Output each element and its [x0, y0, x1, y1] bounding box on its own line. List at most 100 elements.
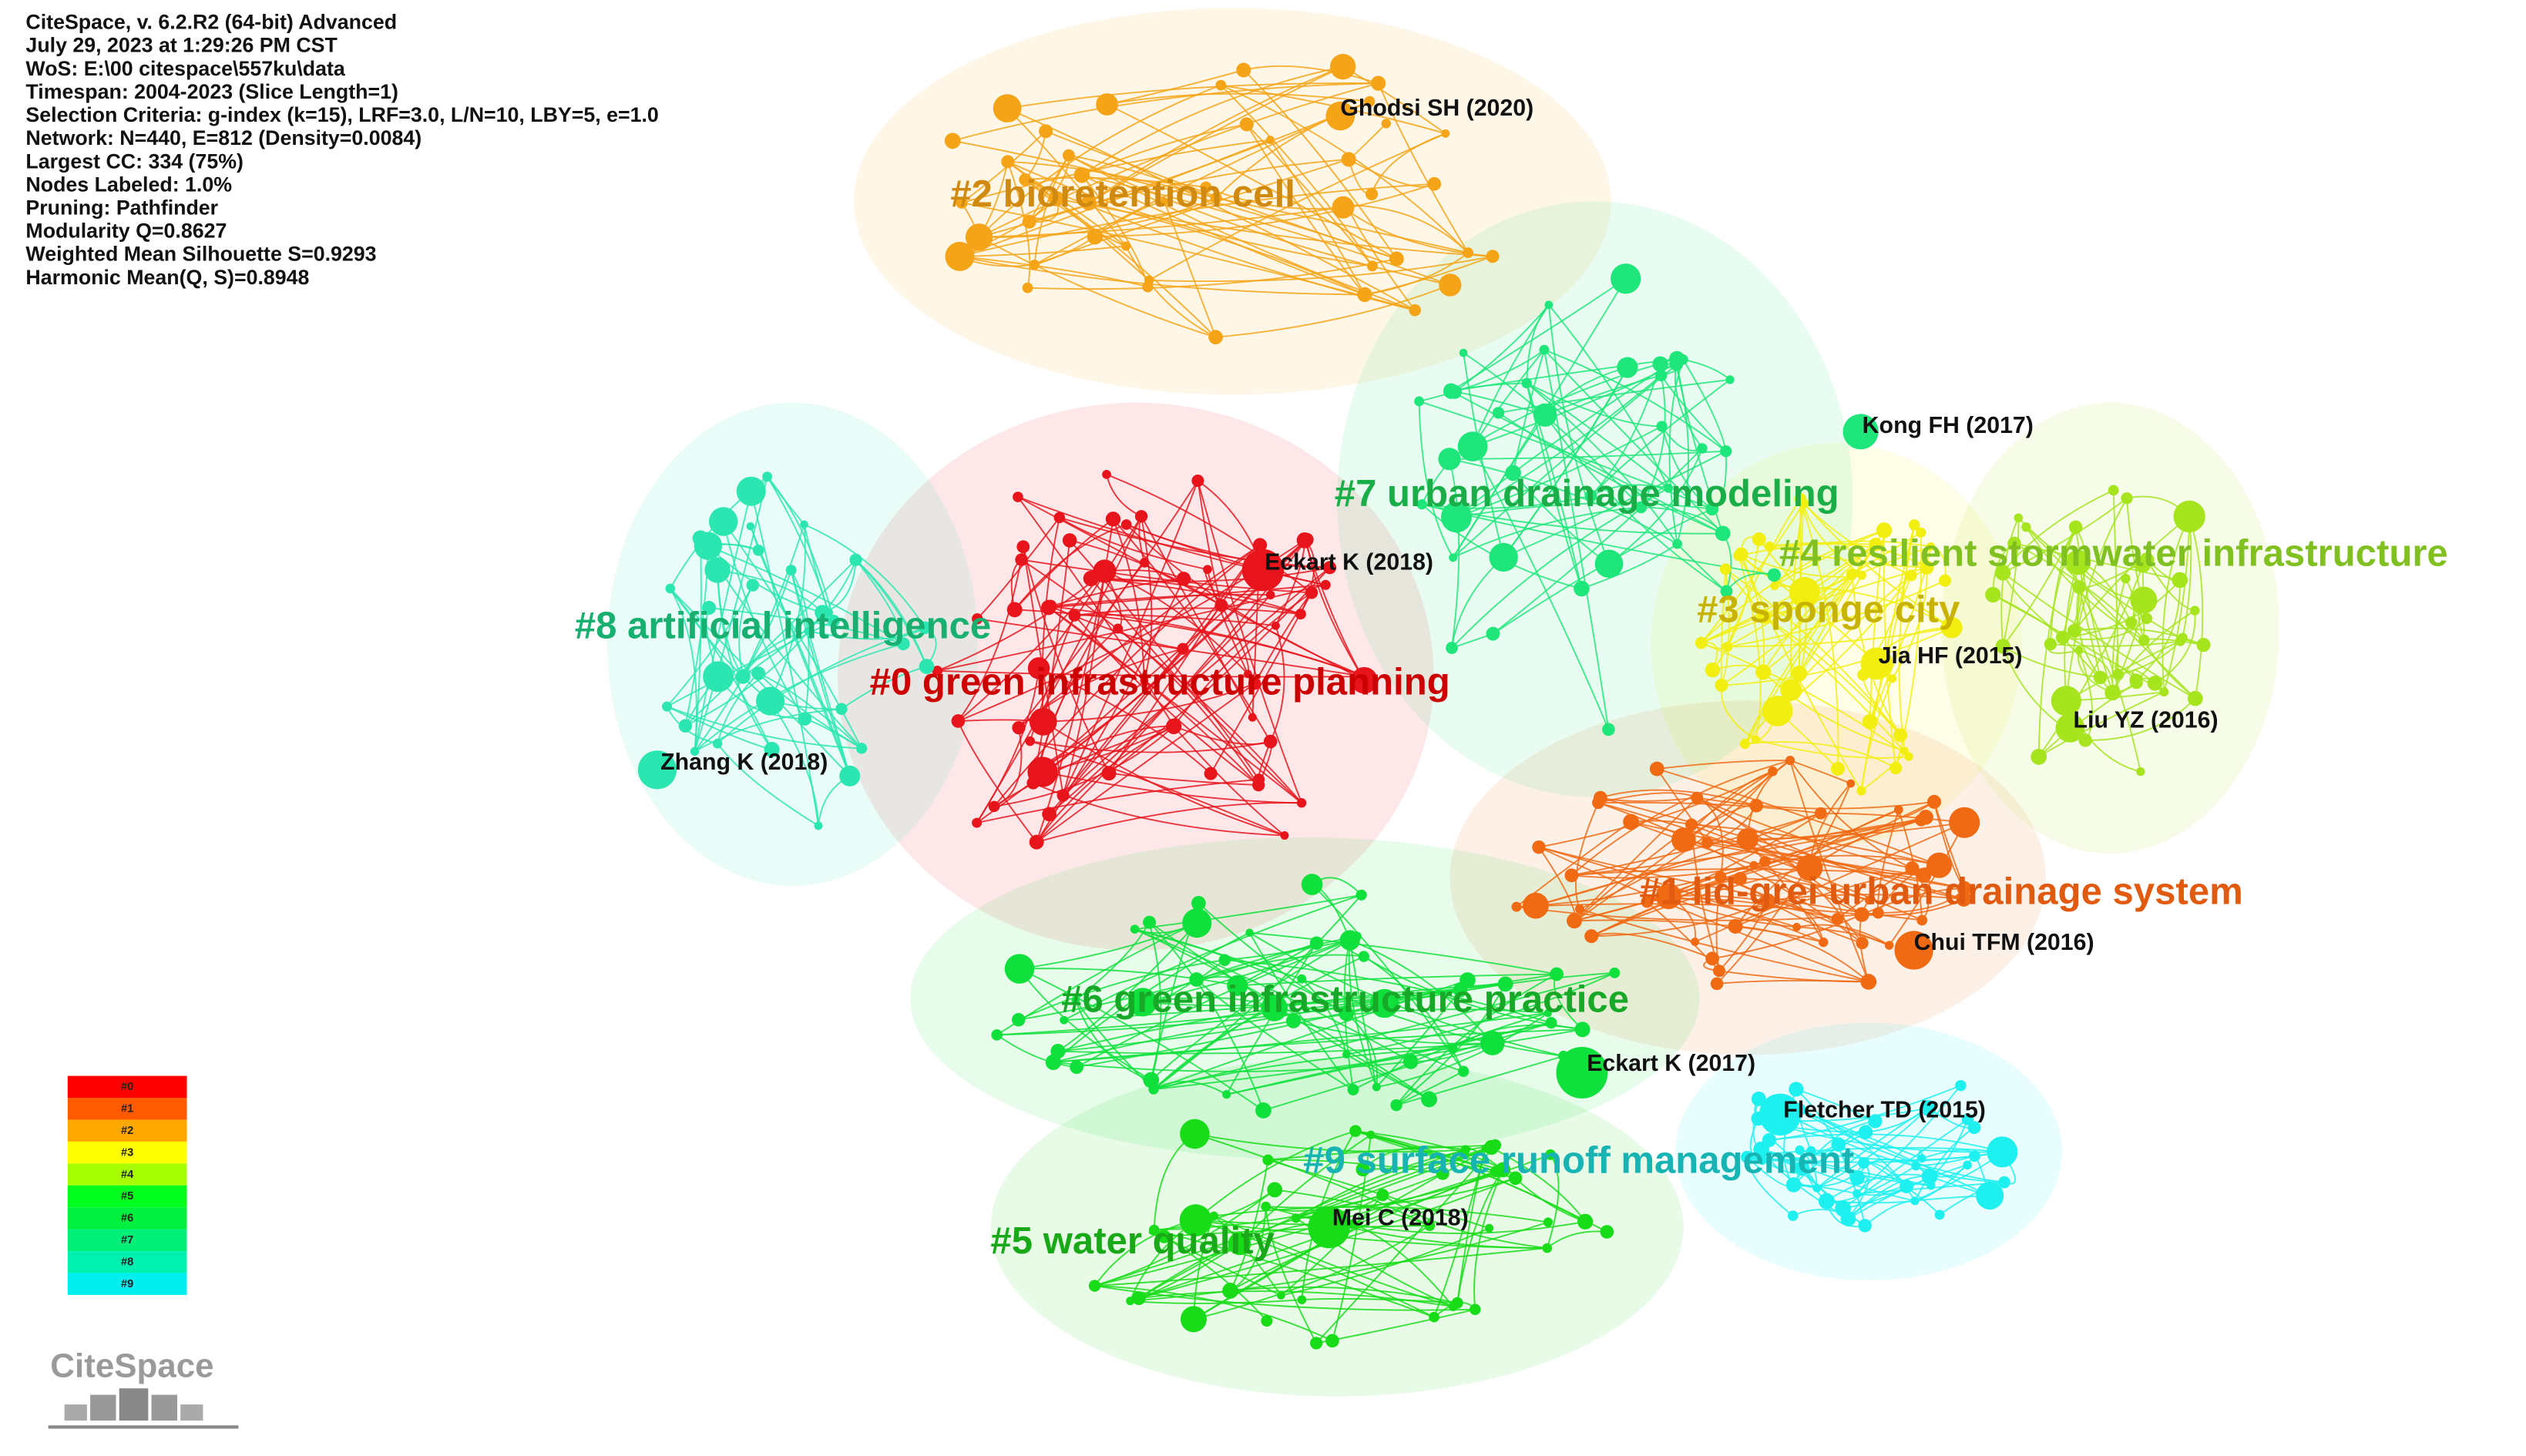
- info-line: Nodes Labeled: 1.0%: [25, 173, 232, 196]
- edge: [2038, 691, 2165, 758]
- node: [2189, 606, 2200, 616]
- node: [1600, 1225, 1614, 1239]
- node: [1715, 678, 1728, 693]
- node: [1893, 805, 1903, 814]
- node: [798, 712, 812, 726]
- node: [1853, 1189, 1862, 1198]
- edge: [1021, 559, 1302, 803]
- edge: [1544, 414, 1727, 592]
- edge: [2135, 579, 2181, 681]
- edge: [1355, 1130, 1503, 1171]
- node: [1755, 664, 1772, 680]
- node: [2078, 733, 2092, 747]
- node: [849, 553, 862, 566]
- node: [1062, 149, 1075, 162]
- node: [665, 583, 676, 594]
- node: [2121, 573, 2131, 584]
- legend-label: #0: [121, 1081, 133, 1093]
- node: [1889, 761, 1903, 775]
- edge: [1721, 626, 1953, 686]
- node: [1305, 586, 1318, 599]
- node: [2065, 549, 2091, 575]
- node: [1291, 1213, 1301, 1223]
- cluster-label: #1 lid-grei urban drainage system: [1639, 871, 2242, 912]
- edge: [1717, 980, 1869, 985]
- node: [1961, 1113, 1974, 1126]
- node: [1029, 834, 1044, 850]
- node: [752, 544, 764, 556]
- cluster-label: #8 artificial intelligence: [575, 605, 991, 646]
- node: [709, 507, 738, 536]
- node: [1995, 639, 2010, 654]
- cluster-hull: [838, 402, 1434, 951]
- node: [1096, 93, 1118, 116]
- edge: [1140, 516, 1153, 681]
- node: [1713, 965, 1725, 978]
- node: [1733, 550, 1745, 562]
- node: [1987, 1136, 2018, 1168]
- node: [2147, 676, 2163, 691]
- legend-swatch: [67, 1075, 187, 1099]
- node: [1460, 1145, 1470, 1155]
- node: [1840, 1211, 1856, 1226]
- edge: [1503, 450, 1727, 559]
- edge: [1543, 349, 1610, 730]
- edge: [1197, 480, 1303, 803]
- node: [1402, 1054, 1419, 1069]
- node: [1244, 669, 1252, 679]
- legend-label: #4: [121, 1169, 134, 1181]
- node: [1574, 1022, 1591, 1038]
- edge: [1856, 1085, 1962, 1195]
- node: [972, 817, 983, 828]
- node: [1486, 250, 1500, 263]
- node: [746, 522, 755, 531]
- node: [1204, 767, 1218, 780]
- edge: [1661, 426, 1713, 510]
- node: [1261, 1201, 1271, 1212]
- node: [2159, 687, 2169, 697]
- edge: [2162, 516, 2190, 693]
- edge: [1674, 364, 1703, 449]
- edge: [1134, 928, 1412, 1062]
- edge: [1454, 304, 1550, 393]
- node: [1414, 396, 1425, 407]
- node: [1200, 181, 1212, 193]
- hub-node: [1894, 931, 1933, 970]
- edge: [1225, 942, 1318, 1095]
- node-label: Liu YZ (2016): [2074, 708, 2219, 733]
- node-label: Kong FH (2017): [1863, 413, 2034, 438]
- node: [1934, 1209, 1945, 1220]
- edge: [1836, 867, 1913, 920]
- node: [1121, 241, 1131, 251]
- node: [1448, 1044, 1458, 1054]
- edge: [1769, 543, 1876, 548]
- edge: [1013, 524, 1127, 610]
- node: [993, 94, 1022, 123]
- edge: [1215, 197, 1469, 254]
- edge: [1153, 955, 1365, 1090]
- node: [1485, 1223, 1494, 1233]
- node: [1227, 975, 1248, 996]
- edge: [1194, 1130, 1356, 1221]
- edge: [1860, 678, 1893, 791]
- node: [856, 743, 868, 754]
- edge: [1269, 139, 1365, 295]
- hub-node: [1325, 101, 1355, 131]
- edge: [1419, 401, 1713, 510]
- edge: [1701, 642, 1910, 757]
- edge: [1248, 932, 1354, 1091]
- edge: [1215, 284, 1451, 338]
- node: [1191, 896, 1206, 911]
- edge: [670, 588, 697, 752]
- node: [1381, 119, 1391, 129]
- edge: [2037, 526, 2077, 757]
- edge: [1281, 1227, 1490, 1297]
- node: [1865, 896, 1873, 905]
- edge: [1721, 573, 1853, 686]
- node: [2044, 638, 2057, 651]
- edge: [1546, 1154, 1560, 1249]
- edge: [1535, 812, 1822, 907]
- edge: [1019, 968, 1265, 1112]
- node: [1203, 565, 1212, 575]
- node: [1429, 1311, 1439, 1323]
